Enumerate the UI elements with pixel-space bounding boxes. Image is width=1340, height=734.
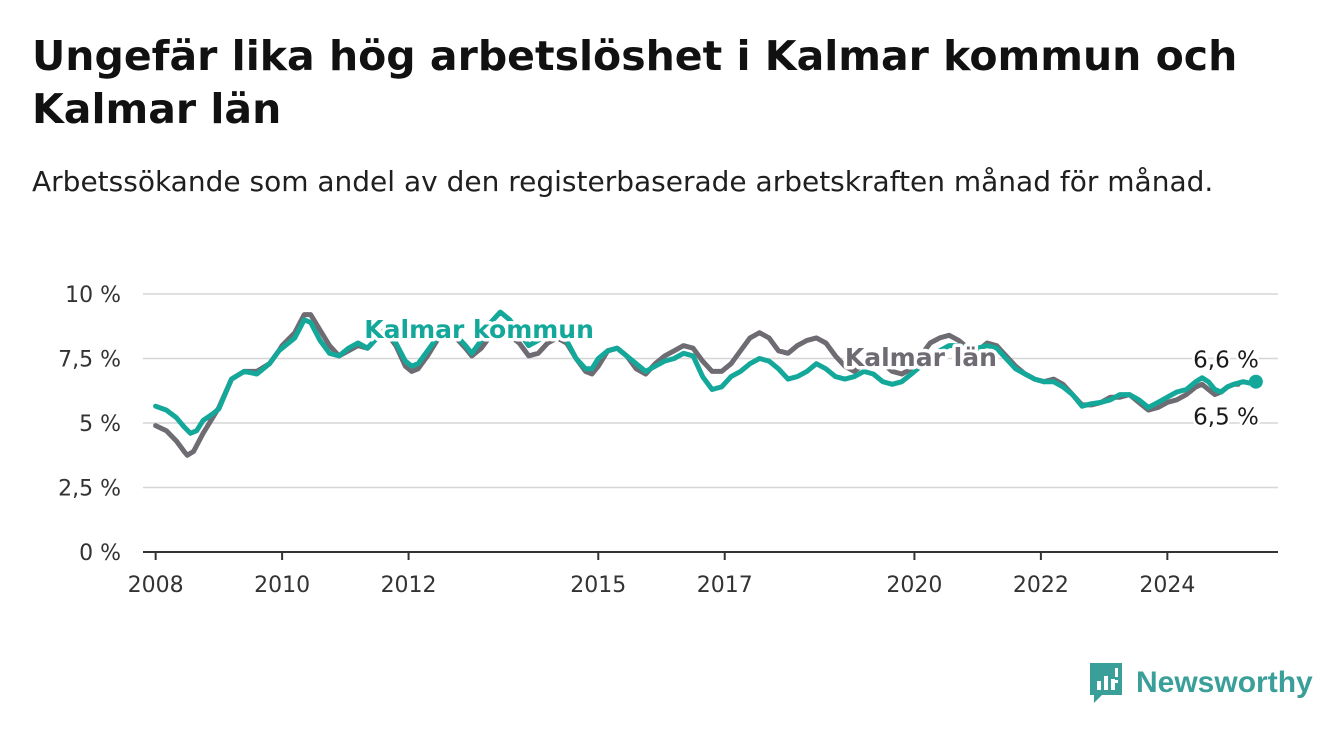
x-tick-label: 2008 <box>128 573 184 598</box>
x-tick-label: 2022 <box>1013 573 1069 598</box>
x-tick-label: 2010 <box>254 573 310 598</box>
y-tick-label: 0 % <box>79 541 121 566</box>
brand-name: Newsworthy <box>1136 666 1313 699</box>
line-chart: 0 % 2,5 % 5 % 7,5 % 10 % 2008 2010 2012 2015 2017… <box>58 283 1278 598</box>
series-label-kalmar-lan: Kalmar län <box>845 343 997 372</box>
chart-subtitle: Arbetssökande som andel av den registerb… <box>32 165 1214 198</box>
chart-title: Ungefär lika hög arbetslöshet i Kalmar k… <box>32 32 1238 133</box>
x-tick-label: 2020 <box>886 573 942 598</box>
brand: Newsworthy <box>1088 660 1313 706</box>
end-label-kalmar-kommun: 6,6 % <box>1193 348 1259 374</box>
x-tick-label: 2024 <box>1139 573 1195 598</box>
newsworthy-logo-icon <box>1090 663 1122 703</box>
y-tick-label: 2,5 % <box>58 477 121 502</box>
x-tick-label: 2017 <box>697 573 753 598</box>
series-line-kalmar-kommun <box>153 309 1259 436</box>
y-tick-label: 10 % <box>65 283 121 308</box>
y-tick-label: 7,5 % <box>58 348 121 373</box>
end-point-marker-kalmar-kommun <box>1248 374 1263 389</box>
x-tick-label: 2015 <box>570 573 626 598</box>
y-tick-label: 5 % <box>79 412 121 437</box>
series-label-kalmar-kommun: Kalmar kommun <box>364 315 594 344</box>
end-label-kalmar-lan: 6,5 % <box>1193 404 1259 430</box>
x-tick-label: 2012 <box>381 573 437 598</box>
